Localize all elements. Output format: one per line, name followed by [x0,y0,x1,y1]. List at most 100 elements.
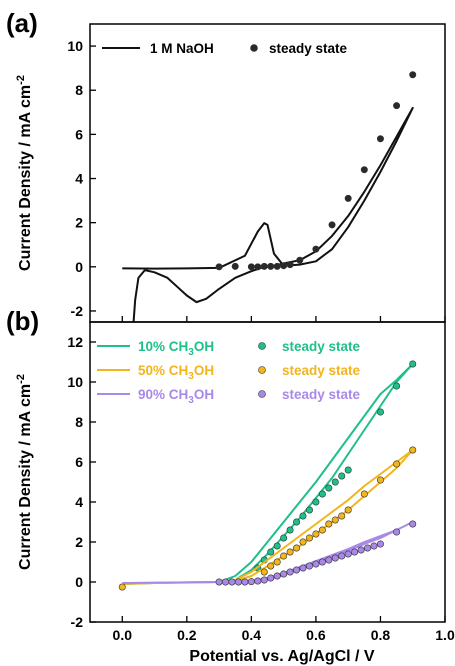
series-line-b-1 [122,449,414,585]
panel-a-plot: -2 0 2 4 6 8 10 Current Density / mA cm-2 1 M Na… [15,23,446,323]
legend-label: 90% CH3OH [138,387,214,406]
legend-label: steady state [282,339,361,354]
y-tick-label: 8 [75,414,83,430]
data-point [338,512,346,520]
data-point [296,256,304,264]
data-point [299,512,307,520]
data-point [393,528,401,536]
y-tick-label: 10 [67,374,83,390]
data-point [241,578,249,586]
data-point [286,548,294,556]
y-axis-label-b: Current Density / mA cm-2 [15,374,34,570]
data-point [231,262,239,270]
x-tick-label: 1.0 [435,627,455,643]
data-point [267,574,275,582]
y-tick-label: 2 [75,215,83,231]
data-point [215,578,223,586]
data-point [280,570,288,578]
data-point [344,194,352,202]
data-point [273,542,281,550]
y-tick-label: -2 [71,614,84,630]
data-point [312,245,320,253]
data-point [364,544,372,552]
data-point [293,518,301,526]
data-point [370,542,378,550]
data-point [325,556,333,564]
data-point [409,71,417,79]
data-point [325,484,333,492]
data-point [312,530,320,538]
data-point [344,550,352,558]
legend-label: 50% CH3OH [138,363,214,382]
y-ticks-b: -2 0 2 4 6 8 10 12 [67,334,96,630]
data-point [305,506,313,514]
data-point [393,382,401,390]
legend-point-swatch [258,390,266,398]
legend-a: 1 M NaOH steady state [102,41,348,56]
data-point [376,540,384,548]
data-point [393,460,401,468]
series-points-b-0 [254,360,417,572]
data-point [280,552,288,560]
y-tick-label: 0 [75,574,83,590]
data-point [318,490,326,498]
legend-label: steady state [282,387,361,402]
legend-point-swatch [250,44,258,52]
data-point [254,577,262,585]
data-point [299,564,307,572]
data-point [273,262,281,270]
series-points-b-2 [215,520,417,586]
data-point [376,135,384,143]
x-tick-label: 0.8 [371,627,391,643]
data-point [215,263,223,271]
data-point [318,526,326,534]
panel-b-plot: -2 0 2 4 6 8 10 12 0.0 0.2 0.4 0.6 0.8 1.0 Current Den… [15,321,455,643]
data-point [360,166,368,174]
data-point [328,221,336,229]
data-point [286,261,294,269]
y-axis-label-a: Current Density / mA cm-2 [15,75,34,271]
panel-label-b: (b) [6,306,39,336]
data-layer-a [122,71,417,322]
data-point [247,263,255,271]
data-point [260,568,268,576]
data-point [325,520,333,528]
data-point [376,476,384,484]
data-layer-b [118,360,417,591]
legend-label: 1 M NaOH [150,41,214,56]
data-point [234,578,242,586]
y-tick-label: 6 [75,454,83,470]
x-axis-label: Potential vs. Ag/AgCl / V [189,648,375,665]
y-ticks-a: -2 0 2 4 6 8 10 [67,38,96,319]
data-point [286,568,294,576]
legend-label: steady state [269,41,348,56]
y-tick-label: 10 [67,38,83,54]
data-point [273,572,281,580]
data-point [260,576,268,584]
data-point [228,578,236,586]
axes-frame-b [89,321,446,623]
data-point [299,538,307,546]
data-point [331,478,339,486]
data-point [247,578,255,586]
data-point [409,446,417,454]
data-point [360,490,368,498]
data-point [293,566,301,574]
data-point [118,583,126,591]
data-point [305,562,313,570]
y-tick-label: 4 [75,171,83,187]
data-point [273,558,281,566]
data-point [254,263,262,271]
y-tick-label: 4 [75,494,83,510]
x-ticks-b: 0.0 0.2 0.4 0.6 0.8 1.0 [113,616,455,643]
data-point [344,466,352,474]
legend-point-swatch [258,366,266,374]
data-point [267,262,275,270]
x-ticks-a [121,316,446,322]
series-line-a-0 [122,106,414,322]
x-tick-label: 0.0 [113,627,133,643]
data-point [331,554,339,562]
x-tick-label: 0.4 [242,627,262,643]
data-point [312,498,320,506]
data-point [409,360,417,368]
